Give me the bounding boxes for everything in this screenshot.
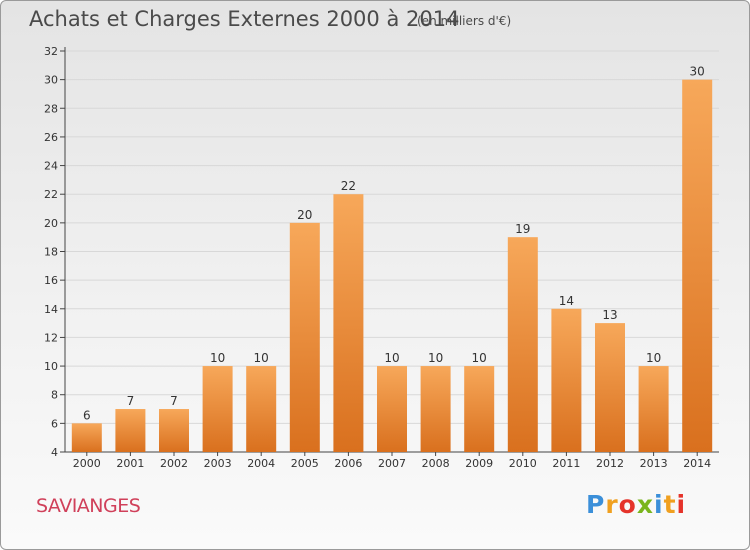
data-label: 14 [559, 294, 574, 308]
data-label: 10 [428, 351, 443, 365]
chart-unit: (en milliers d'€) [417, 14, 512, 28]
data-label: 19 [515, 222, 530, 236]
bar [682, 79, 713, 453]
x-tick-label: 2000 [73, 457, 101, 470]
labels: 4 6 8 10 12 14 16 18 20 22 24 26 28 30 32 2000 6 2001 7 200… [44, 45, 711, 470]
y-tick-label: 14 [44, 303, 58, 316]
data-label: 10 [472, 351, 487, 365]
data-label: 7 [127, 394, 135, 408]
data-label: 13 [602, 308, 617, 322]
y-tick-label: 4 [51, 446, 58, 459]
x-tick-label: 2009 [465, 457, 493, 470]
logo-letter: i [676, 490, 687, 519]
y-tick-label: 16 [44, 274, 58, 287]
x-tick-label: 2011 [552, 457, 580, 470]
y-tick-label: 22 [44, 188, 58, 201]
bar [71, 423, 102, 452]
y-tick-label: 30 [44, 74, 58, 87]
y-tick-label: 26 [44, 131, 58, 144]
x-tick-label: 2013 [640, 457, 668, 470]
x-tick-label: 2010 [509, 457, 537, 470]
y-tick-label: 20 [44, 217, 58, 230]
x-tick-label: 2003 [204, 457, 232, 470]
x-tick-label: 2002 [160, 457, 188, 470]
logo-letter: r [605, 490, 619, 519]
bar [595, 323, 625, 452]
x-tick-label: 2012 [596, 457, 624, 470]
data-label: 6 [83, 408, 91, 422]
bar [289, 222, 320, 452]
y-tick-label: 6 [51, 417, 58, 430]
chart-title: Achats et Charges Externes 2000 à 2014 [29, 7, 460, 31]
bar [202, 366, 233, 452]
logo-letter: P [586, 490, 606, 519]
x-tick-label: 2014 [683, 457, 711, 470]
logo-letter: o [618, 490, 637, 519]
x-tick-label: 2004 [247, 457, 275, 470]
data-label: 10 [210, 351, 225, 365]
y-tick-label: 24 [44, 160, 58, 173]
x-tick-label: 2001 [116, 457, 144, 470]
data-label: 10 [384, 351, 399, 365]
bar [377, 366, 407, 452]
data-label: 22 [341, 179, 356, 193]
data-label: 30 [690, 65, 705, 79]
y-tick-label: 18 [44, 246, 58, 259]
proxiti-logo: Proxiti [586, 490, 686, 519]
commune-name: SAVIANGES [36, 495, 141, 517]
bar [464, 366, 495, 452]
data-label: 10 [254, 351, 269, 365]
bar [333, 194, 364, 452]
bars [71, 79, 713, 453]
bar [551, 308, 582, 452]
y-tick-label: 28 [44, 102, 58, 115]
bar [420, 366, 451, 452]
bar [115, 409, 146, 452]
data-label: 7 [170, 394, 178, 408]
bar [507, 237, 538, 452]
data-label: 10 [646, 351, 661, 365]
x-tick-label: 2006 [334, 457, 362, 470]
bar [638, 366, 669, 452]
data-label: 20 [297, 208, 312, 222]
y-tick-label: 12 [44, 331, 58, 344]
x-tick-label: 2007 [378, 457, 406, 470]
y-tick-label: 8 [51, 389, 58, 402]
bar [159, 409, 189, 452]
logo-letter: i [654, 490, 664, 519]
bar [246, 366, 277, 452]
y-tick-label: 32 [44, 45, 58, 58]
logo-letter: t [663, 490, 677, 519]
y-tick-label: 10 [44, 360, 58, 373]
x-tick-label: 2005 [291, 457, 319, 470]
x-tick-label: 2008 [422, 457, 450, 470]
logo-letter: x [636, 490, 654, 519]
